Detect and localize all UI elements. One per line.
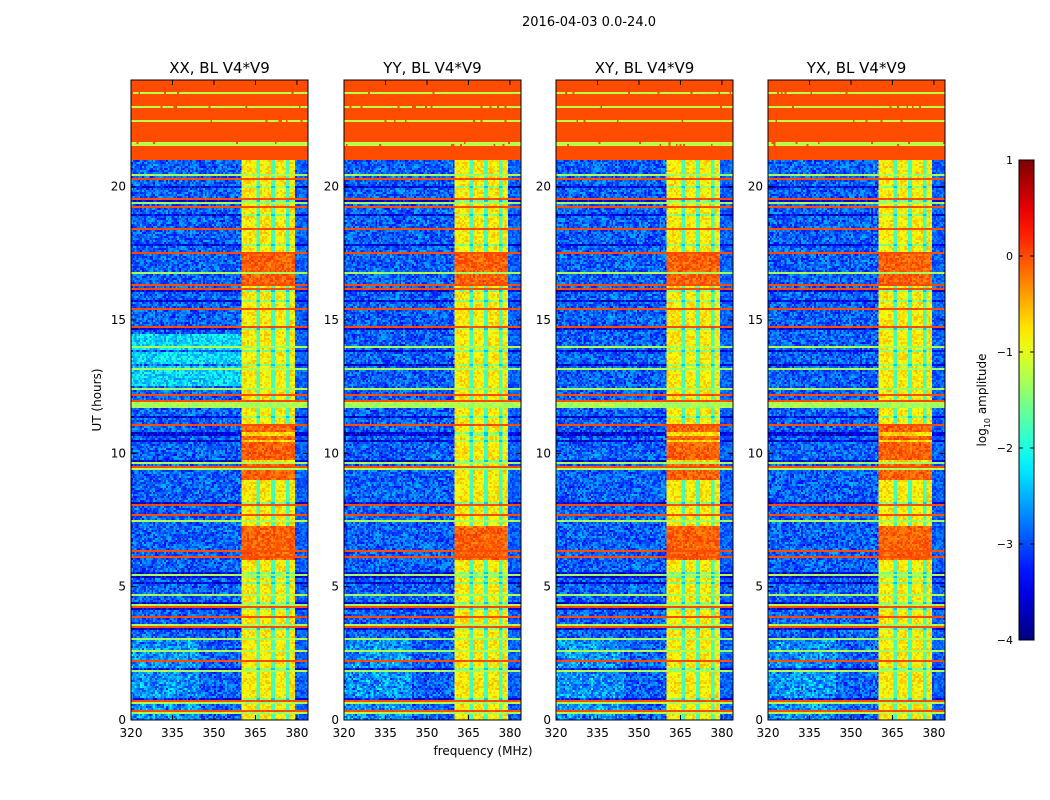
y-tick-label: 15 [324,313,339,327]
colorbar-label: log10 amplitude [975,354,992,447]
y-axis-label: UT (hours) [90,368,104,431]
y-tick-label: 10 [748,446,763,460]
y-tick-label: 20 [536,180,551,194]
y-tick-label: 5 [755,580,763,594]
x-tick-label: 350 [840,726,863,740]
y-tick-label: 0 [543,713,551,727]
y-tick-label: 15 [536,313,551,327]
colorbar-tick-label: 0 [1006,250,1013,263]
y-tick-label: 20 [111,180,126,194]
colorbar-tick-label: −2 [997,442,1013,455]
colorbar-tick-label: 1 [1006,154,1013,167]
panel-4: YX, BL V4*V9 320 335 350 365 380 0 5 10 15 20 [748,59,946,740]
x-tick-label: 365 [457,726,480,740]
x-tick-label: 380 [498,726,521,740]
colorbar-tick-label: −3 [997,538,1013,551]
x-tick-label: 380 [285,726,308,740]
colorbar-tick-label: −4 [997,634,1013,647]
x-axis-label: frequency (MHz) [433,744,532,758]
x-tick-label: 335 [161,726,184,740]
y-tick-label: 10 [111,446,126,460]
y-tick-label: 20 [324,180,339,194]
y-tick-label: 0 [755,713,763,727]
colorbar: 1 0 −1 −2 −3 −4 log10 amplitude [975,154,1035,647]
y-tick-label: 20 [748,180,763,194]
x-tick-label: 320 [120,726,143,740]
panel-title: YY, BL V4*V9 [382,59,481,77]
x-tick-label: 320 [333,726,356,740]
y-tick-label: 10 [536,446,551,460]
y-tick-label: 15 [111,313,126,327]
axes-frame [767,79,946,721]
y-tick-label: 0 [331,713,339,727]
y-tick-label: 10 [324,446,339,460]
waterfall-heatmap-3 [556,80,733,720]
x-tick-label: 380 [710,726,733,740]
y-tick-label: 15 [748,313,763,327]
x-tick-label: 335 [798,726,821,740]
x-tick-label: 350 [628,726,651,740]
y-tick-label: 0 [118,713,126,727]
panel-1: XX, BL V4*V9 320 335 350 365 380 0 5 10 15 20 [111,59,309,740]
y-tick-label: 5 [331,580,339,594]
x-tick-label: 335 [586,726,609,740]
waterfall-heatmap-1 [131,80,308,720]
x-tick-label: 320 [545,726,568,740]
x-tick-label: 365 [881,726,904,740]
panel-title: XX, BL V4*V9 [169,59,270,77]
y-tick-label: 5 [543,580,551,594]
x-tick-label: 350 [203,726,226,740]
x-tick-label: 365 [669,726,692,740]
axes-frame [130,79,309,721]
x-tick-label: 380 [922,726,945,740]
axes-frame [343,79,522,721]
y-tick-label: 5 [118,580,126,594]
panel-3: XY, BL V4*V9 320 335 350 365 380 0 5 10 15 20 [536,59,734,740]
figure-title: 2016-04-03 0.0-24.0 [522,15,656,30]
colorbar-tick-label: −1 [997,346,1013,359]
x-tick-label: 350 [416,726,439,740]
waterfall-heatmap-2 [344,80,521,720]
x-tick-label: 365 [244,726,267,740]
panel-2: YY, BL V4*V9 320 335 350 365 380 0 5 10 15 20 [324,59,522,740]
panel-title: YX, BL V4*V9 [806,59,907,77]
waterfall-heatmap-4 [768,80,945,720]
x-tick-label: 320 [757,726,780,740]
panel-title: XY, BL V4*V9 [595,59,695,77]
x-tick-label: 335 [374,726,397,740]
axes-frame [555,79,734,721]
colorbar-gradient [1018,159,1035,641]
